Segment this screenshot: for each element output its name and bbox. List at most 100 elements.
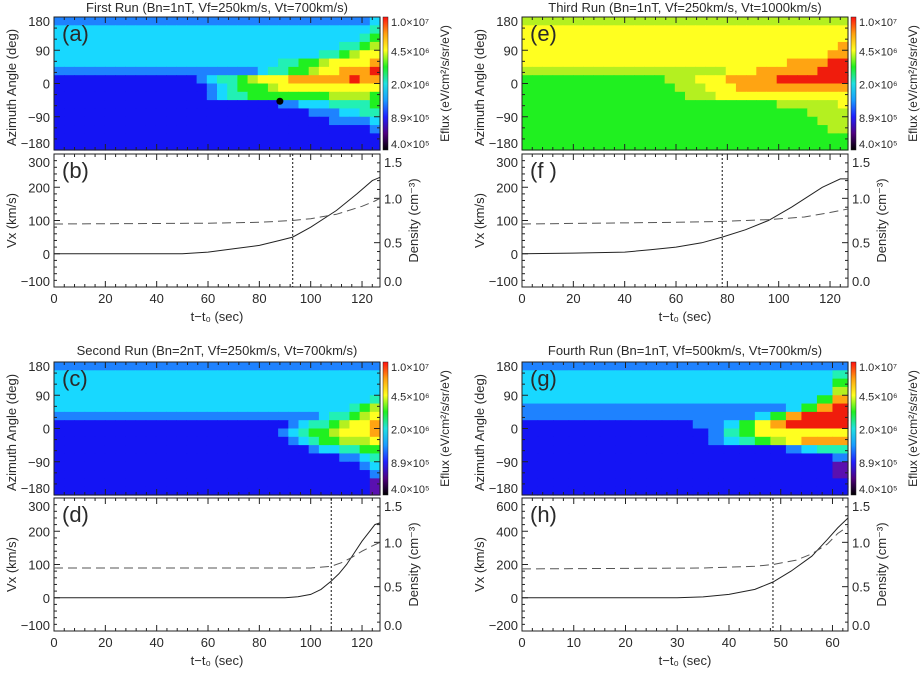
heatmap-cell [630, 362, 647, 371]
heatmap-cell [104, 58, 116, 68]
heatmap-cell [746, 33, 757, 43]
heatmap-cell [705, 116, 717, 126]
heatmap-cell [723, 478, 740, 488]
heatmap-cell [746, 133, 757, 143]
heatmap-cell [176, 420, 188, 430]
heatmap-cell [125, 478, 137, 488]
heatmap-cell [723, 461, 740, 471]
heatmap-cell [74, 420, 86, 430]
heatmap-cell [522, 378, 539, 388]
heatmap-cell [725, 125, 737, 134]
x-tick-label: 100 [768, 291, 790, 306]
heatmap-cell [770, 486, 787, 496]
heatmap-cell [715, 116, 727, 126]
heatmap-cell [247, 428, 259, 438]
heatmap-cell [64, 83, 75, 93]
heatmap-cell [329, 58, 340, 68]
heatmap-cell [630, 395, 647, 405]
y-axis-label: Azimuth Angle (deg) [472, 374, 487, 491]
heatmap-cell [735, 50, 747, 60]
heatmap-cell [267, 386, 279, 396]
heatmap-cell [584, 436, 601, 446]
heatmap-cell [339, 50, 351, 60]
heatmap-cell [807, 100, 819, 110]
heatmap-cell [196, 378, 208, 388]
heatmap-cell [206, 50, 218, 60]
heatmap-cell [603, 133, 615, 143]
heatmap-cell [104, 403, 116, 413]
heatmap-cell [754, 461, 771, 471]
heatmap-cell [568, 453, 585, 463]
heatmap-cell [186, 33, 198, 43]
heatmap-cell [237, 453, 249, 463]
heatmap-cell [298, 486, 310, 496]
heatmap-cell [623, 33, 635, 43]
heatmap-cell [74, 453, 86, 463]
heatmap-cell [318, 133, 330, 143]
heatmap-cell [359, 58, 371, 68]
heatmap-cell [786, 66, 798, 76]
heatmap-cell [552, 141, 564, 151]
heatmap-cell [359, 108, 371, 118]
heatmap-cell [692, 395, 709, 405]
heatmap-cell [104, 66, 116, 76]
heatmap-cell [369, 470, 381, 479]
heatmap-cell [583, 66, 594, 76]
heatmap-cell [166, 133, 177, 143]
density-series-line [54, 541, 381, 569]
heatmap-cell [715, 125, 727, 134]
heatmap-cell [278, 411, 289, 421]
heatmap-cell [125, 58, 137, 68]
heatmap-cell [196, 100, 208, 110]
heatmap-cell [115, 436, 126, 446]
heatmap-cell [237, 478, 249, 488]
heatmap-cell [339, 362, 351, 371]
heatmap-cell [64, 141, 75, 151]
heatmap-cell [685, 116, 696, 126]
heatmap-cell [801, 420, 818, 430]
heatmap-cell [339, 428, 351, 438]
colorbar-label: 4.5×10⁶ [391, 391, 429, 403]
heatmap-cell [64, 50, 75, 60]
heatmap-cell [735, 133, 747, 143]
heatmap-cell [817, 50, 829, 60]
heatmap-cell [257, 66, 269, 76]
heatmap-cell [339, 386, 351, 396]
heatmap-cell [816, 411, 834, 421]
heatmap-cell [318, 486, 330, 496]
heatmap-cell [339, 461, 351, 471]
colorbar-label: 1.0×10⁷ [391, 362, 429, 374]
heatmap-cell [196, 436, 208, 446]
heatmap-cell [74, 75, 86, 85]
heatmap-cell [227, 386, 238, 396]
heatmap-cell [145, 403, 157, 413]
heatmap-cell [735, 66, 747, 76]
heatmap-cell [613, 100, 625, 110]
heatmap-cell [237, 378, 249, 388]
heatmap-cell [339, 411, 351, 421]
heatmap-cell [725, 33, 737, 43]
heatmap-cell [257, 83, 269, 93]
heatmap-cell [708, 461, 725, 471]
heatmap-cell [115, 41, 126, 51]
heatmap-cell [145, 75, 157, 85]
x-tick-label: 20 [618, 635, 632, 650]
y-tick-label: 300 [496, 155, 518, 170]
heatmap-cell [288, 395, 300, 405]
heatmap-cell [801, 378, 818, 388]
heatmap-cell [176, 445, 188, 455]
heatmap-cell [674, 91, 686, 101]
heatmap-cell [552, 108, 564, 118]
heatmap-cell [359, 75, 371, 85]
heatmap-cell [644, 50, 656, 60]
heatmap-cell [715, 17, 727, 26]
heatmap-cell [603, 58, 615, 68]
heatmap-cell [155, 91, 167, 101]
heatmap-cell [94, 141, 106, 151]
heatmap-cell [785, 411, 803, 421]
y-tick-label: 0 [511, 591, 518, 606]
heatmap-cell [186, 91, 198, 101]
heatmap-cell [583, 141, 594, 151]
heatmap-cell [816, 486, 834, 496]
heatmap-cell [104, 141, 116, 151]
